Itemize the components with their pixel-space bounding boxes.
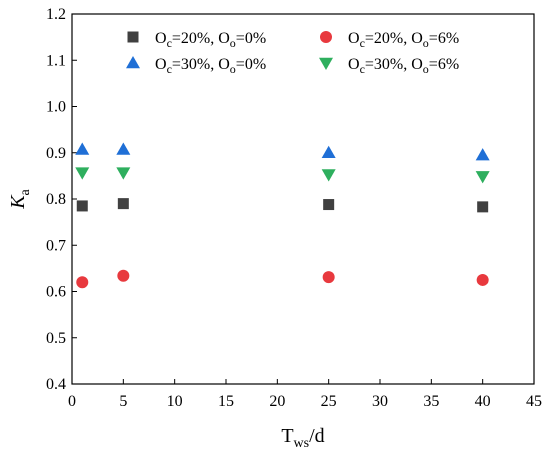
legend-label: Oc=20%, Oo=0% bbox=[155, 30, 266, 50]
legend-label-part: c bbox=[360, 62, 365, 76]
data-point-triangle-up bbox=[116, 142, 131, 155]
y-axis-title: Ka bbox=[7, 188, 33, 209]
data-point-triangle-down bbox=[321, 169, 336, 182]
legend-label: Oc=20%, Oo=6% bbox=[348, 30, 459, 50]
x-tick-label: 40 bbox=[475, 393, 491, 410]
legend-label-part: =0% bbox=[236, 56, 266, 73]
data-point-triangle-down bbox=[75, 167, 90, 180]
legend-label: Oc=30%, Oo=6% bbox=[348, 56, 459, 76]
legend-marker-circle bbox=[320, 31, 332, 43]
legend-marker-triangle-up bbox=[126, 56, 140, 69]
x-tick-label: 45 bbox=[526, 393, 542, 410]
legend-label-part: =30%, O bbox=[172, 56, 230, 73]
x-axis-title-suffix: /d bbox=[309, 425, 325, 447]
legend-label-part: =0% bbox=[236, 30, 266, 47]
data-point-square bbox=[477, 201, 489, 213]
data-point-triangle-up bbox=[75, 142, 90, 155]
legend: Oc=20%, Oo=0% Oc=20%, Oo=6%Oc=30%, Oo=0% O… bbox=[126, 30, 459, 76]
legend-marker-square bbox=[127, 31, 139, 43]
plot-frame bbox=[71, 13, 535, 385]
data-point-circle bbox=[322, 271, 335, 284]
legend-label-part: c bbox=[167, 36, 172, 50]
x-tick-label: 30 bbox=[372, 393, 388, 410]
legend-label-part: o bbox=[230, 36, 236, 50]
data-point-triangle-up bbox=[321, 145, 336, 158]
y-tick-label: 0.5 bbox=[46, 330, 66, 347]
legend-label-part: O bbox=[155, 30, 167, 47]
y-axis-title-sub: a bbox=[18, 188, 33, 195]
y-tick-label: 1.1 bbox=[46, 52, 66, 69]
y-tick-label: 0.6 bbox=[46, 284, 66, 301]
x-tick-label: 5 bbox=[119, 393, 127, 410]
data-point-circle bbox=[476, 273, 489, 286]
x-tick-label: 35 bbox=[423, 393, 439, 410]
y-tick-label: 0.9 bbox=[46, 145, 66, 162]
y-tick-label: 1.2 bbox=[46, 6, 66, 23]
data-point-triangle-down bbox=[116, 167, 131, 180]
legend-label-part: O bbox=[348, 30, 360, 47]
legend-label-part: c bbox=[360, 36, 365, 50]
y-tick-label: 0.4 bbox=[46, 376, 66, 393]
x-axis: 0 5 10 15 20 25 30 35 40 45 bbox=[68, 379, 542, 410]
x-tick-label: 25 bbox=[321, 393, 337, 410]
y-axis-title-main: K bbox=[7, 194, 29, 210]
legend-label-part: =6% bbox=[429, 30, 459, 47]
data-point-square bbox=[117, 198, 129, 210]
legend-label-part: o bbox=[423, 36, 429, 50]
legend-marker-triangle-down bbox=[319, 57, 333, 70]
x-tick-label: 15 bbox=[218, 393, 234, 410]
data-points bbox=[75, 142, 490, 289]
y-axis: 0.4 0.5 0.6 0.7 0.8 0.9 1.0 1.1 1.2 bbox=[46, 6, 77, 393]
x-axis-title: Tws/d bbox=[281, 425, 324, 451]
data-point-circle bbox=[76, 276, 89, 289]
legend-label-part: =20%, O bbox=[172, 30, 230, 47]
legend-label-part: c bbox=[167, 62, 172, 76]
data-point-triangle-up bbox=[475, 148, 490, 161]
legend-label-part: o bbox=[230, 62, 236, 76]
legend-label-part: =20%, O bbox=[365, 30, 423, 47]
x-axis-title-main: T bbox=[281, 425, 293, 447]
legend-label-part: O bbox=[348, 56, 360, 73]
data-point-square bbox=[76, 200, 88, 212]
data-point-circle bbox=[117, 269, 130, 282]
y-tick-label: 0.7 bbox=[46, 237, 66, 254]
data-point-square bbox=[323, 199, 335, 211]
legend-label-part: =6% bbox=[429, 56, 459, 73]
x-tick-label: 0 bbox=[68, 393, 76, 410]
y-tick-label: 0.8 bbox=[46, 191, 66, 208]
x-axis-title-sub: ws bbox=[294, 436, 310, 451]
legend-label: Oc=30%, Oo=0% bbox=[155, 56, 266, 76]
x-tick-label: 10 bbox=[167, 393, 183, 410]
legend-label-part: O bbox=[155, 56, 167, 73]
legend-label-part: =30%, O bbox=[365, 56, 423, 73]
y-tick-label: 1.0 bbox=[46, 99, 66, 116]
legend-label-part: o bbox=[423, 62, 429, 76]
x-tick-label: 20 bbox=[269, 393, 285, 410]
data-point-triangle-down bbox=[475, 171, 490, 184]
